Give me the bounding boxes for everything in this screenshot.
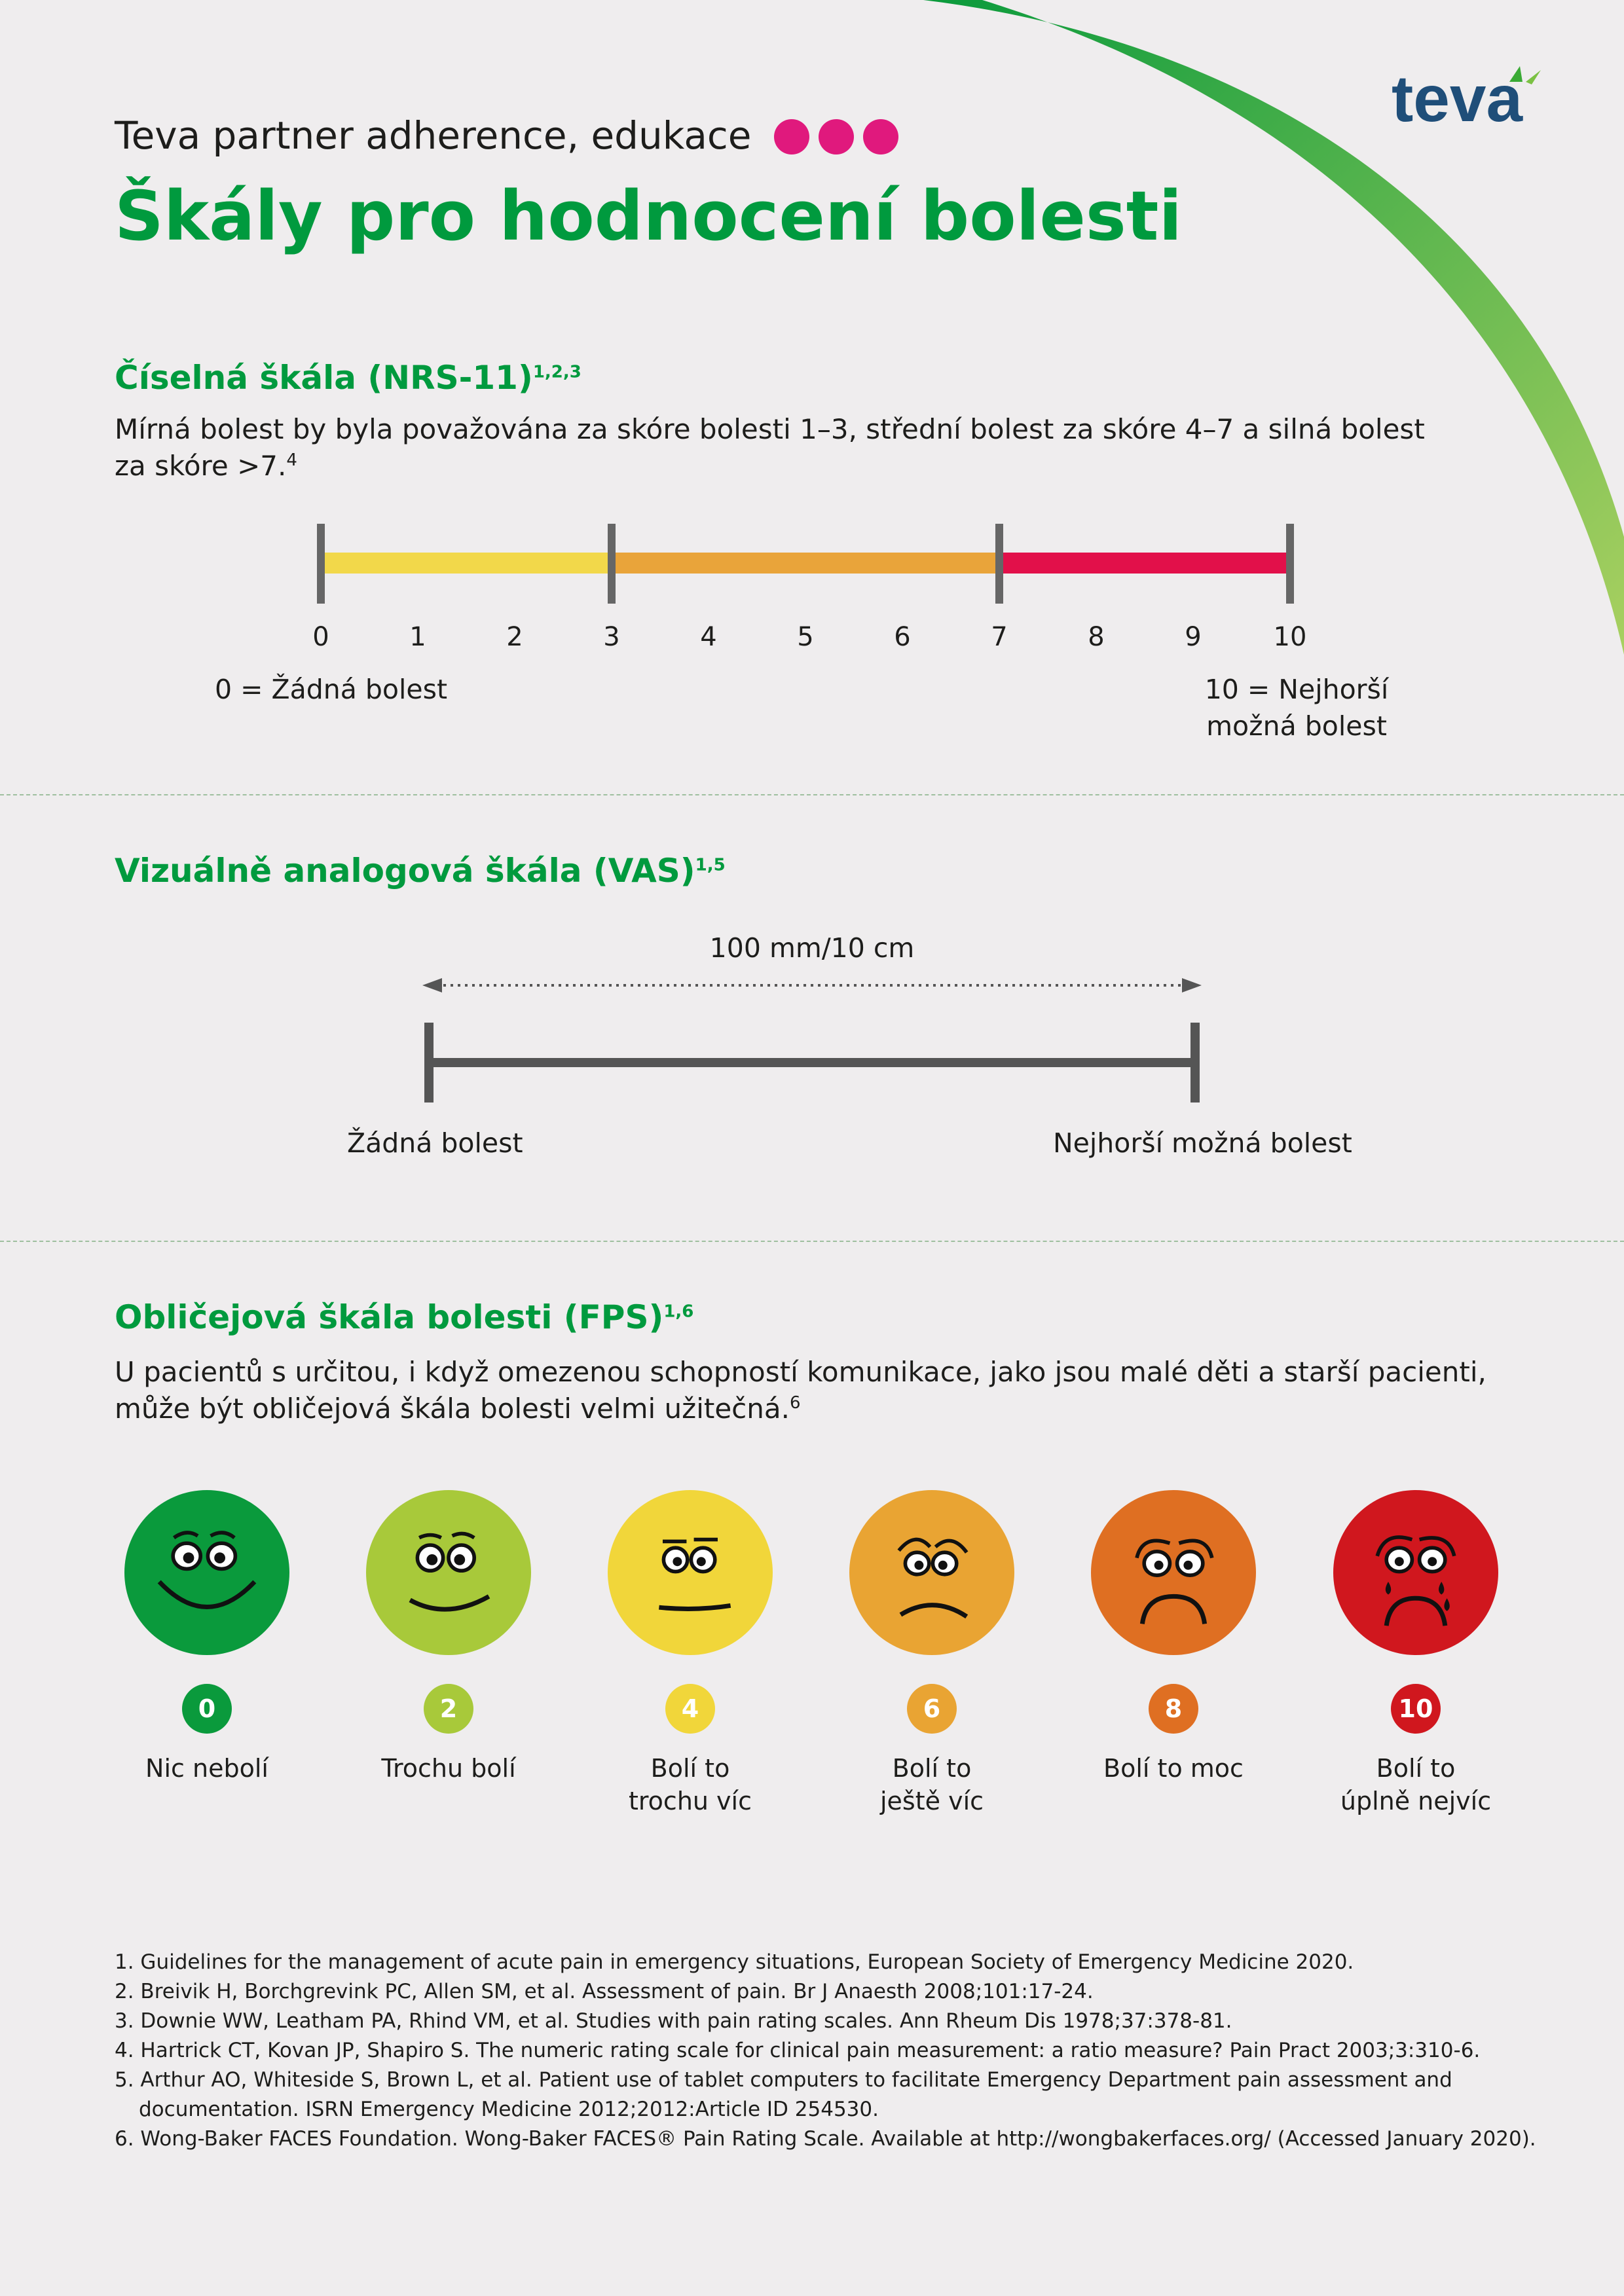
- nrs-right-label-line-1: 10 = Nejhorší: [1204, 674, 1389, 705]
- vas-line: [424, 1023, 1200, 1102]
- nrs-tick-label: 7: [991, 622, 1008, 652]
- fps-description-line-2-text: může být obličejová škála bolesti velmi …: [115, 1393, 790, 1425]
- nrs-right-label: 10 = Nejhorší možná bolest: [1192, 671, 1401, 744]
- face-label-line-1: Bolí to: [892, 1754, 972, 1783]
- nrs-description-ref: 4: [286, 450, 297, 470]
- reference-item: 1. Guidelines for the management of acut…: [115, 1950, 1354, 1974]
- nrs-tick-label: 5: [797, 622, 814, 652]
- reference-item: 4. Hartrick CT, Kovan JP, Shapiro S. The…: [115, 2039, 1481, 2062]
- nrs-tick-label: 6: [894, 622, 911, 652]
- nrs-tick-label: 1: [409, 622, 426, 652]
- fps-description-line-1: U pacientů s určitou, i když omezenou sc…: [115, 1356, 1486, 1388]
- vas-title: Vizuálně analogová škála (VAS)1,5: [115, 850, 726, 892]
- section-divider: [0, 1241, 1624, 1242]
- face-label: Trochu bolí: [341, 1752, 557, 1785]
- face-label-line-2: úplně nejvíc: [1340, 1787, 1492, 1815]
- accent-dots: [773, 117, 904, 160]
- nrs-description-line-1: Mírná bolest by byla považována za skóre…: [115, 413, 1425, 445]
- face-label: Nic nebolí: [99, 1752, 315, 1785]
- vas-right-label: Nejhorší možná bolest: [1053, 1127, 1352, 1159]
- very-happy-face-icon: [115, 1481, 299, 1667]
- face-label-line-1: Nic nebolí: [145, 1754, 268, 1783]
- nrs-tick-label: 0: [312, 622, 329, 652]
- face-label-line-2: ještě víc: [879, 1787, 984, 1815]
- nrs-left-label: 0 = Žádná bolest: [215, 674, 448, 705]
- face-label-line-2: trochu víc: [628, 1787, 752, 1815]
- vas-title-refs: 1,5: [695, 855, 726, 875]
- vas-title-text: Vizuálně analogová škála (VAS): [115, 852, 695, 890]
- nrs-tick-label: 4: [700, 622, 717, 652]
- nrs-tick-label: 9: [1185, 622, 1202, 652]
- fps-description: U pacientů s určitou, i když omezenou sc…: [115, 1354, 1486, 1427]
- face-label: Bolí to moc: [1065, 1752, 1282, 1785]
- face-score-badge: 0: [182, 1684, 232, 1734]
- face-score-badge: 2: [424, 1684, 473, 1734]
- happy-face-icon: [357, 1481, 540, 1667]
- face-label-line-1: Bolí to: [650, 1754, 730, 1783]
- reference-item: 3. Downie WW, Leatham PA, Rhind VM, et a…: [115, 2009, 1232, 2033]
- nrs-description: Mírná bolest by byla považována za skóre…: [115, 411, 1425, 484]
- nrs-tick-label: 2: [506, 622, 523, 652]
- nrs-segment: [612, 553, 999, 574]
- nrs-tick-label: 3: [603, 622, 620, 652]
- section-divider: [0, 794, 1624, 795]
- nrs-title-refs: 1,2,3: [532, 362, 581, 382]
- face-label-line-1: Trochu bolí: [381, 1754, 516, 1783]
- green-swoosh-decoration: [923, 0, 1624, 655]
- face-label: Bolí to trochu víc: [582, 1752, 798, 1817]
- reference-item: 5. Arthur AO, Whiteside S, Brown L, et a…: [115, 2068, 1452, 2121]
- face-label: Bolí to úplně nejvíc: [1308, 1752, 1524, 1817]
- fps-description-line-2: může být obličejová škála bolesti velmi …: [115, 1391, 1486, 1427]
- face-score-badge: 6: [907, 1684, 957, 1734]
- vas-length-label: 100 mm/10 cm: [709, 932, 915, 964]
- face-score-badge: 4: [665, 1684, 715, 1734]
- nrs-tick-label: 10: [1273, 622, 1307, 652]
- nrs-scale-bar: [317, 524, 1294, 604]
- face-label-line-1: Bolí to moc: [1103, 1754, 1244, 1783]
- fps-title-text: Obličejová škála bolesti (FPS): [115, 1298, 664, 1336]
- fps-title: Obličejová škála bolesti (FPS)1,6: [115, 1296, 693, 1338]
- vas-left-label: Žádná bolest: [347, 1127, 523, 1159]
- nrs-description-line-2: za skóre >7.4: [115, 448, 1425, 484]
- nrs-segment: [999, 553, 1290, 574]
- face-score-badge: 8: [1149, 1684, 1198, 1734]
- nrs-title: Číselná škála (NRS-11)1,2,3: [115, 357, 581, 399]
- reference-item: 2. Breivik H, Borchgrevink PC, Allen SM,…: [115, 1980, 1094, 2003]
- vas-dimension-arrow: [422, 978, 1202, 993]
- reference-item: 6. Wong-Baker FACES Foundation. Wong-Bak…: [115, 2127, 1536, 2151]
- fps-title-refs: 1,6: [663, 1302, 694, 1322]
- sad-face-icon: [840, 1481, 1024, 1667]
- face-label: Bolí to ještě víc: [824, 1752, 1040, 1817]
- fps-description-ref: 6: [789, 1393, 801, 1413]
- teva-logo-text: teva: [1392, 62, 1524, 134]
- nrs-segment: [321, 553, 612, 574]
- very-sad-face-icon: [1082, 1481, 1265, 1667]
- neutral-face-icon: [599, 1481, 782, 1667]
- references-list: 1. Guidelines for the management of acut…: [115, 1948, 1566, 2154]
- nrs-tick-label: 8: [1088, 622, 1105, 652]
- page-title: Škály pro hodnocení bolesti: [115, 176, 1183, 256]
- nrs-right-label-line-2: možná bolest: [1206, 710, 1387, 742]
- teva-logo: teva: [1392, 62, 1562, 137]
- nrs-description-line-2-text: za skóre >7.: [115, 450, 287, 482]
- page-subtitle: Teva partner adherence, edukace: [115, 113, 752, 158]
- face-label-line-1: Bolí to: [1376, 1754, 1456, 1783]
- nrs-title-text: Číselná škála (NRS-11): [115, 359, 533, 397]
- face-score-badge: 10: [1391, 1684, 1441, 1734]
- vas-scale: [422, 978, 1202, 1102]
- crying-face-icon: [1324, 1481, 1507, 1667]
